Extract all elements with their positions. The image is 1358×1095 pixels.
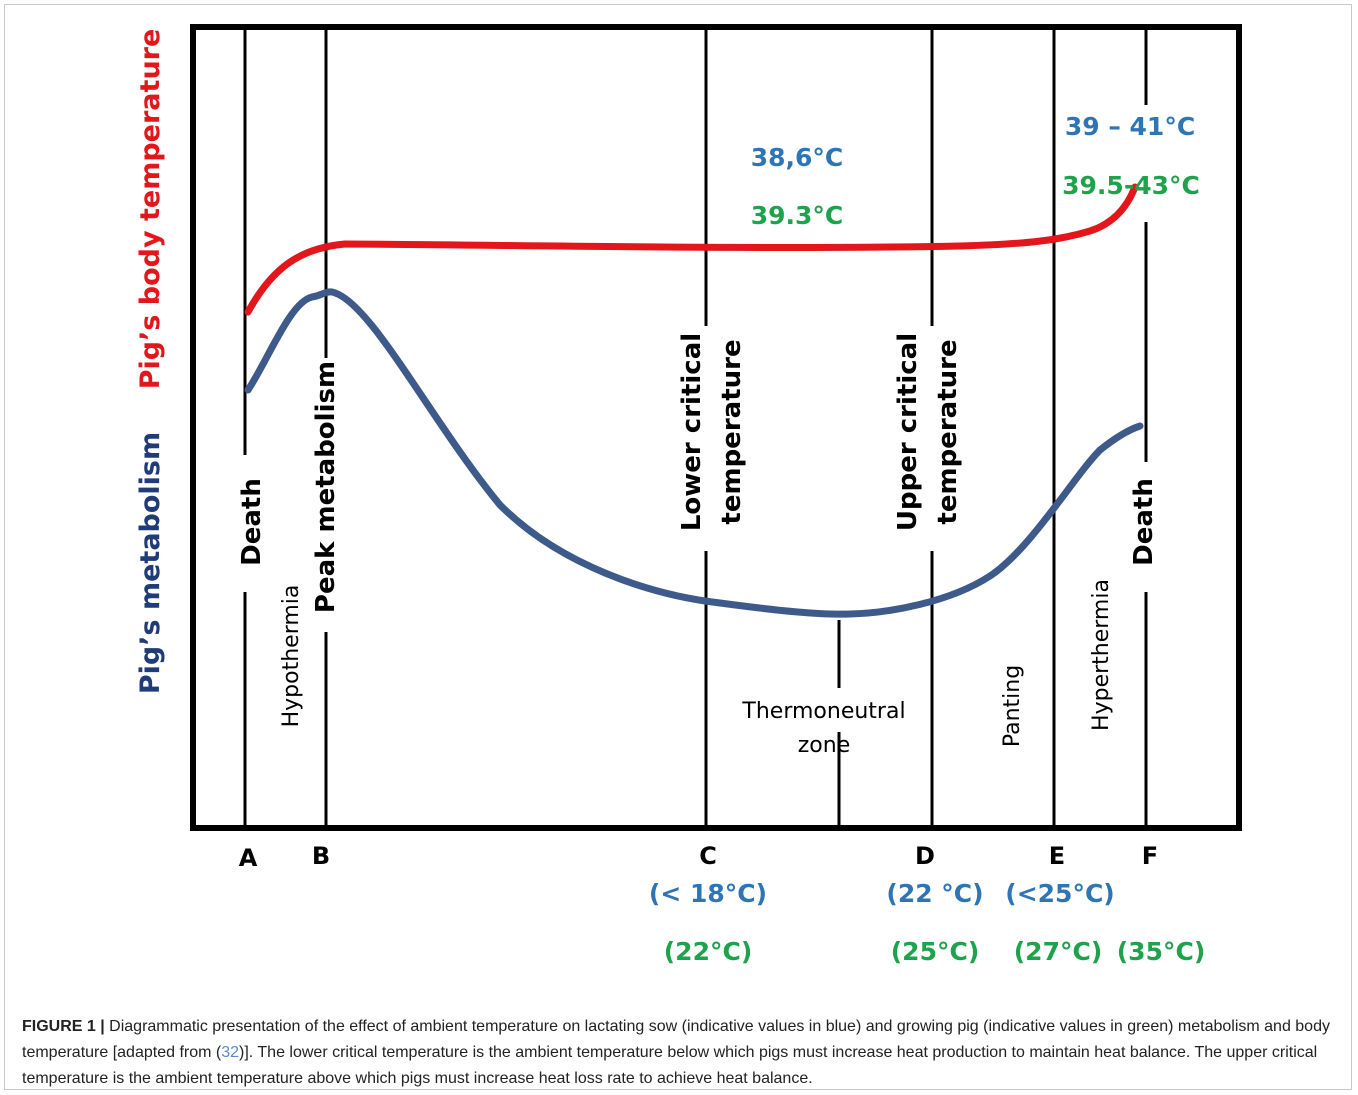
lower-critical-label-line1: Lower critical <box>677 333 707 531</box>
point-b-label: B <box>312 842 330 870</box>
c-growing-ambient: (22°C) <box>664 937 753 966</box>
diagram: Pig’s body temperature Pig’s metabolism … <box>135 24 1242 966</box>
point-c-label: C <box>699 842 717 870</box>
high-growing-body-temperature: 39.5-43°C <box>1062 171 1200 200</box>
upper-critical-label-line2: temperature <box>933 339 963 524</box>
point-d-label: D <box>915 842 935 870</box>
figure-frame <box>4 4 1352 1090</box>
mid-growing-body-temperature: 39.3°C <box>751 201 844 230</box>
metabolism-curve <box>244 288 1144 618</box>
f-growing-ambient: (35°C) <box>1117 937 1206 966</box>
thermoneutral-label-line1: Thermoneutral <box>741 699 905 724</box>
c-sow-ambient: (< 18°C) <box>649 879 767 908</box>
upper-critical-label-line1: Upper critical <box>893 333 923 531</box>
death-right-label: Death <box>1129 478 1159 566</box>
caption-text-end: )]. The lower critical temperature is th… <box>22 1044 1318 1087</box>
lower-critical-label-line2: temperature <box>717 339 747 524</box>
mid-sow-body-temperature: 38,6°C <box>751 143 844 172</box>
d-sow-ambient: (22 °C) <box>886 879 983 908</box>
plot-frame <box>190 24 1242 831</box>
hyperthermia-label: Hyperthermia <box>1089 579 1114 731</box>
caption-text-start: Diagrammatic presentation of the effect … <box>22 1018 1330 1061</box>
death-left-label: Death <box>237 478 267 566</box>
point-e-label: E <box>1049 842 1065 870</box>
peak-metabolism-label: Peak metabolism <box>311 361 341 613</box>
y-axis-body-temperature-label: Pig’s body temperature <box>135 29 166 390</box>
thermoneutral-label-line2: zone <box>798 733 851 758</box>
point-a-label: A <box>239 844 258 872</box>
panting-label: Panting <box>1000 665 1025 747</box>
e-growing-ambient: (27°C) <box>1014 937 1103 966</box>
y-axis-metabolism-label: Pig’s metabolism <box>135 432 166 694</box>
figure-caption: FIGURE 1 | Diagrammatic presentation of … <box>22 1014 1344 1092</box>
point-f-label: F <box>1142 842 1158 870</box>
body-temperature-curve <box>244 183 1139 316</box>
hypothermia-label: Hypothermia <box>279 585 304 728</box>
caption-label: FIGURE 1 | <box>22 1018 105 1035</box>
high-sow-body-temperature: 39 – 41°C <box>1065 112 1195 141</box>
e-sow-ambient: (<25°C) <box>1005 879 1114 908</box>
d-growing-ambient: (25°C) <box>891 937 980 966</box>
caption-reference-link[interactable]: 32 <box>221 1044 240 1061</box>
